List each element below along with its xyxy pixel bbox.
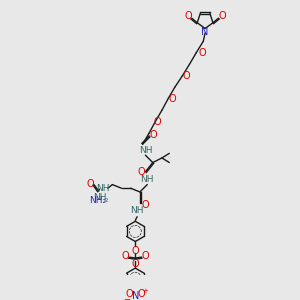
- Text: O: O: [142, 200, 149, 210]
- Text: O: O: [122, 251, 129, 261]
- Text: N: N: [201, 27, 209, 37]
- Text: O: O: [131, 246, 139, 256]
- Text: NH: NH: [140, 175, 154, 184]
- Text: −: −: [123, 295, 130, 300]
- Text: O: O: [86, 179, 94, 189]
- Text: NH: NH: [93, 193, 106, 202]
- Text: O: O: [154, 117, 161, 127]
- Text: NH: NH: [139, 146, 152, 155]
- Text: O: O: [168, 94, 176, 104]
- Text: O: O: [183, 71, 190, 81]
- Text: O: O: [131, 260, 139, 269]
- Text: O: O: [138, 289, 146, 299]
- Text: O: O: [184, 11, 192, 21]
- Text: O: O: [150, 130, 158, 140]
- Text: NH: NH: [96, 184, 110, 193]
- Text: ₂: ₂: [104, 195, 107, 204]
- Text: O: O: [218, 11, 226, 21]
- Text: NH₂: NH₂: [89, 196, 106, 205]
- Text: +: +: [142, 288, 148, 294]
- Text: N: N: [132, 291, 139, 300]
- Text: O: O: [138, 167, 146, 177]
- Text: O: O: [125, 289, 133, 299]
- Text: O: O: [142, 251, 149, 261]
- Text: NH: NH: [130, 206, 144, 215]
- Text: O: O: [199, 48, 206, 58]
